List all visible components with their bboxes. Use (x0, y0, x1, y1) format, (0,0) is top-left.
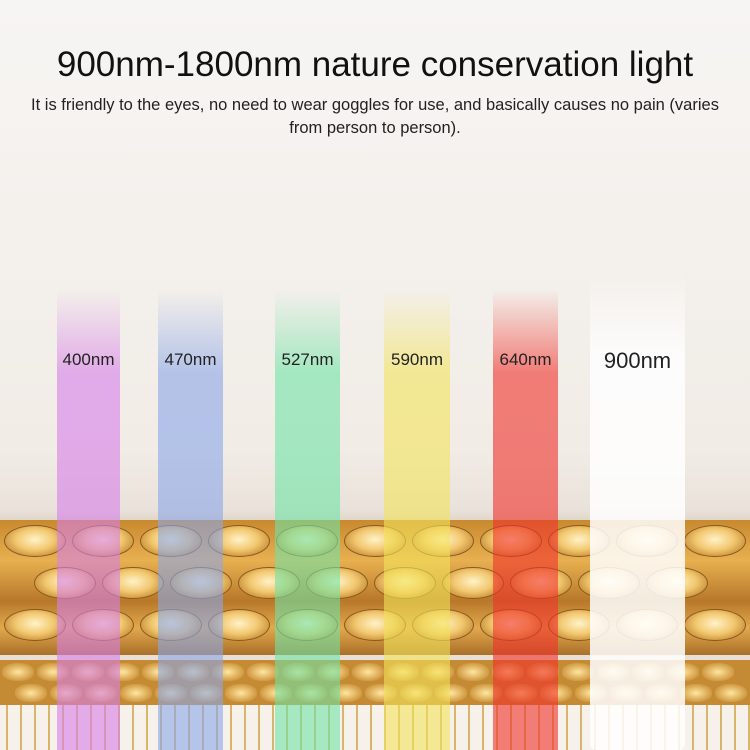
light-band-470nm (158, 290, 223, 750)
wavelength-label: 590nm (391, 350, 443, 369)
light-band-527nm (275, 290, 340, 750)
wavelength-label: 900nm (603, 348, 672, 373)
light-band-590nm (384, 290, 450, 750)
skin-small-cell (225, 684, 257, 702)
skin-small-cell (2, 663, 34, 681)
skin-cell (4, 525, 66, 557)
skin-small-cell (120, 684, 152, 702)
wavelength-label: 470nm (164, 350, 217, 369)
skin-small-cell (352, 663, 384, 681)
skin-cell (4, 609, 66, 641)
skin-cell (684, 525, 746, 557)
wavelength-label: 527nm (281, 350, 334, 369)
page-subtitle: It is friendly to the eyes, no need to w… (31, 96, 719, 137)
skin-small-cell (15, 684, 47, 702)
skin-small-cell (702, 663, 734, 681)
light-band-400nm (57, 290, 120, 750)
skin-small-cell (457, 663, 489, 681)
light-band-640nm (493, 290, 558, 750)
page-title: 900nm-1800nm nature conservation light (56, 45, 694, 84)
skin-small-cell (680, 684, 712, 702)
wavelength-label: 640nm (499, 350, 552, 369)
skin-small-cell (562, 663, 594, 681)
skin-small-cell (715, 684, 747, 702)
light-band-900nm (590, 270, 685, 750)
skin-cell (684, 609, 746, 641)
wavelength-label: 400nm (62, 350, 115, 369)
skin-small-cell (247, 663, 279, 681)
